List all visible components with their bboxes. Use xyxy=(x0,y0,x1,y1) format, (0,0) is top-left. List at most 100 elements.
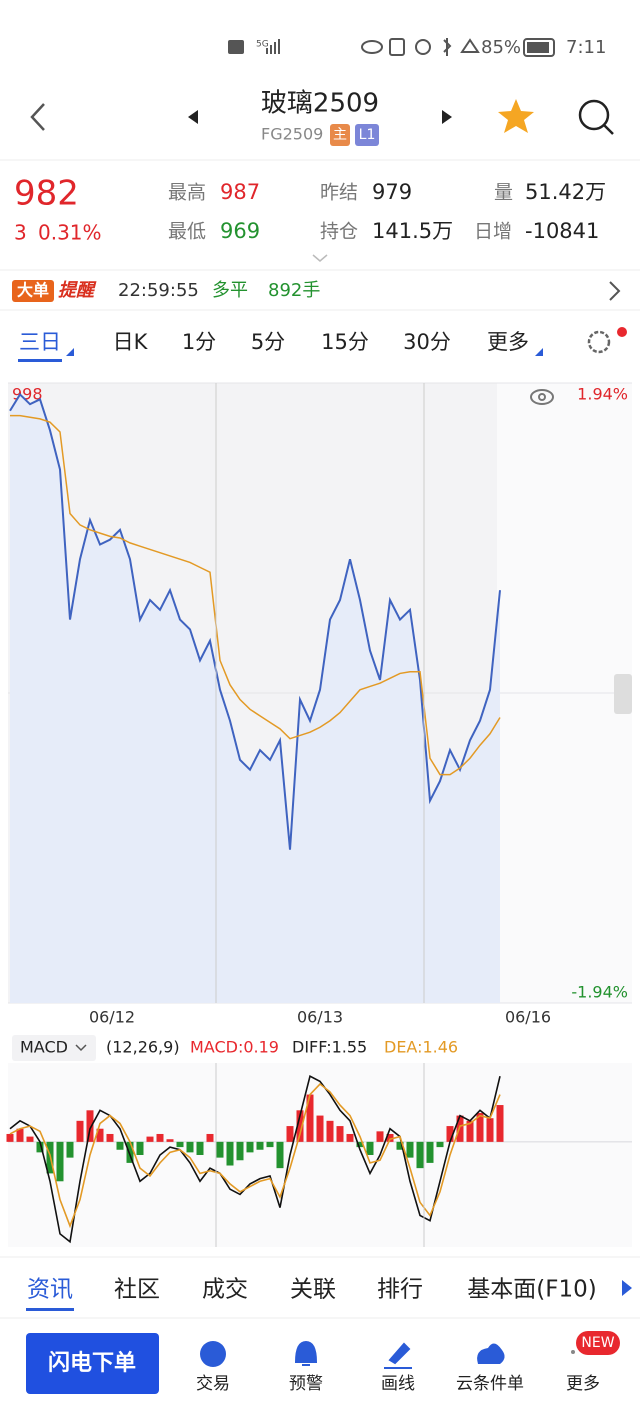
visibility-toggle[interactable] xyxy=(530,389,554,405)
stat-label: 日增 xyxy=(474,221,512,243)
macd-bar xyxy=(266,1141,274,1148)
macd-bar xyxy=(26,1136,34,1142)
macd-bar xyxy=(146,1136,154,1142)
macd-bar xyxy=(306,1094,314,1142)
macd-bar xyxy=(186,1141,194,1153)
quick-order-button[interactable] xyxy=(26,1333,159,1394)
battery-level: 85% xyxy=(481,37,521,58)
macd-bar xyxy=(196,1141,204,1155)
macd-bar xyxy=(486,1118,494,1142)
period-tab[interactable]: 日K xyxy=(113,330,149,354)
stat-label: 昨结 xyxy=(320,182,358,204)
action-label[interactable]: 交易 xyxy=(196,1374,230,1394)
favorite-star[interactable] xyxy=(498,99,534,133)
x-tick-label: 06/16 xyxy=(505,1008,551,1027)
diff-line xyxy=(9,1074,501,1244)
period-tab[interactable]: 5分 xyxy=(251,330,285,354)
macd-bar xyxy=(386,1133,394,1142)
search-button[interactable] xyxy=(578,99,614,135)
info-tab[interactable]: 关联 xyxy=(290,1277,336,1303)
period-tab[interactable]: 30分 xyxy=(403,330,451,354)
action-label[interactable]: 云条件单 xyxy=(456,1374,524,1394)
macd-bar xyxy=(446,1126,454,1142)
tab-underline xyxy=(18,359,62,362)
macd-bar xyxy=(66,1141,74,1158)
stat-label: 最低 xyxy=(168,221,206,243)
period-tab[interactable]: 1分 xyxy=(182,330,216,354)
x-tick-label: 06/12 xyxy=(89,1008,135,1027)
hd-icon xyxy=(228,40,244,54)
y2-tick-label: 1.94% xyxy=(577,385,628,404)
action-label[interactable]: 画线 xyxy=(381,1374,415,1394)
stat-value: 141.5万 xyxy=(372,219,453,243)
alert-tag-2: 提醒 xyxy=(58,280,97,301)
alert-tag: 大单 xyxy=(17,281,49,300)
macd-bar xyxy=(396,1141,404,1150)
macd-bar xyxy=(106,1133,114,1142)
price-area xyxy=(10,394,500,1004)
macd-bar xyxy=(436,1141,444,1148)
side-handle[interactable] xyxy=(614,674,632,714)
macd-bar xyxy=(276,1141,284,1169)
macd-bg xyxy=(8,1063,632,1247)
diff-readout: DIFF:1.55 xyxy=(292,1038,367,1057)
macd-bar xyxy=(126,1141,134,1163)
macd-bar xyxy=(336,1126,344,1142)
info-tab[interactable]: 成交 xyxy=(202,1277,248,1303)
price-line xyxy=(9,392,501,850)
macd-bar xyxy=(166,1139,174,1142)
alert-direction: 多平 xyxy=(212,280,248,301)
back-button[interactable] xyxy=(30,103,45,131)
next-contract[interactable] xyxy=(442,110,452,124)
tab-arrow xyxy=(66,348,74,356)
macd-bar xyxy=(176,1141,184,1148)
macd-bar xyxy=(476,1112,484,1142)
macd-bar xyxy=(156,1133,164,1142)
prev-contract[interactable] xyxy=(188,110,198,124)
more-icon xyxy=(571,1350,575,1354)
tabs-scroll[interactable] xyxy=(622,1280,632,1296)
price-change: 3 xyxy=(14,221,27,245)
price-chart: 9609799981.94%-1.94% xyxy=(8,382,632,1004)
y2-tick-label: -1.94% xyxy=(571,983,628,1002)
contract-code: FG2509 xyxy=(261,125,323,144)
settings-button[interactable] xyxy=(587,330,611,354)
status-icons xyxy=(361,38,480,56)
alert-more[interactable] xyxy=(609,281,621,301)
tab-arrow xyxy=(535,348,543,356)
action-label[interactable]: 预警 xyxy=(289,1374,323,1394)
macd-bar xyxy=(116,1141,124,1150)
alert-tag-bg xyxy=(12,280,54,302)
select-arrow xyxy=(75,1044,87,1052)
trade-icon xyxy=(200,1341,226,1367)
period-tab[interactable]: 更多 xyxy=(487,330,529,354)
indicator-select[interactable] xyxy=(12,1035,96,1061)
x-tick-label: 06/13 xyxy=(297,1008,343,1027)
macd-bar xyxy=(296,1110,304,1142)
macd-bar xyxy=(206,1133,214,1142)
macd-bar xyxy=(416,1141,424,1169)
new-badge-bg xyxy=(576,1331,620,1355)
indicator-name: MACD xyxy=(20,1038,68,1057)
macd-bar xyxy=(496,1105,504,1142)
macd-bar xyxy=(466,1120,474,1142)
info-tab[interactable]: 社区 xyxy=(114,1277,160,1303)
info-tab[interactable]: 排行 xyxy=(377,1277,423,1303)
badge-bg xyxy=(330,124,350,146)
macd-bar xyxy=(316,1115,324,1142)
macd-bar xyxy=(326,1120,334,1142)
battery-fill xyxy=(527,42,549,53)
period-tab[interactable]: 15分 xyxy=(321,330,369,354)
macd-bar xyxy=(246,1141,254,1153)
info-tab[interactable]: 资讯 xyxy=(27,1277,73,1303)
macd-bar xyxy=(36,1141,44,1153)
expand-arrow[interactable] xyxy=(312,254,328,262)
macd-chart xyxy=(6,1074,632,1244)
stat-value: 51.42万 xyxy=(525,180,606,204)
stat-label: 最高 xyxy=(168,182,206,204)
info-tab[interactable]: 基本面(F10) xyxy=(467,1277,596,1303)
action-label[interactable]: 更多 xyxy=(566,1374,600,1394)
new-badge: NEW xyxy=(581,1335,614,1351)
period-tab[interactable]: 三日 xyxy=(19,330,61,354)
dea-line xyxy=(9,1082,501,1229)
